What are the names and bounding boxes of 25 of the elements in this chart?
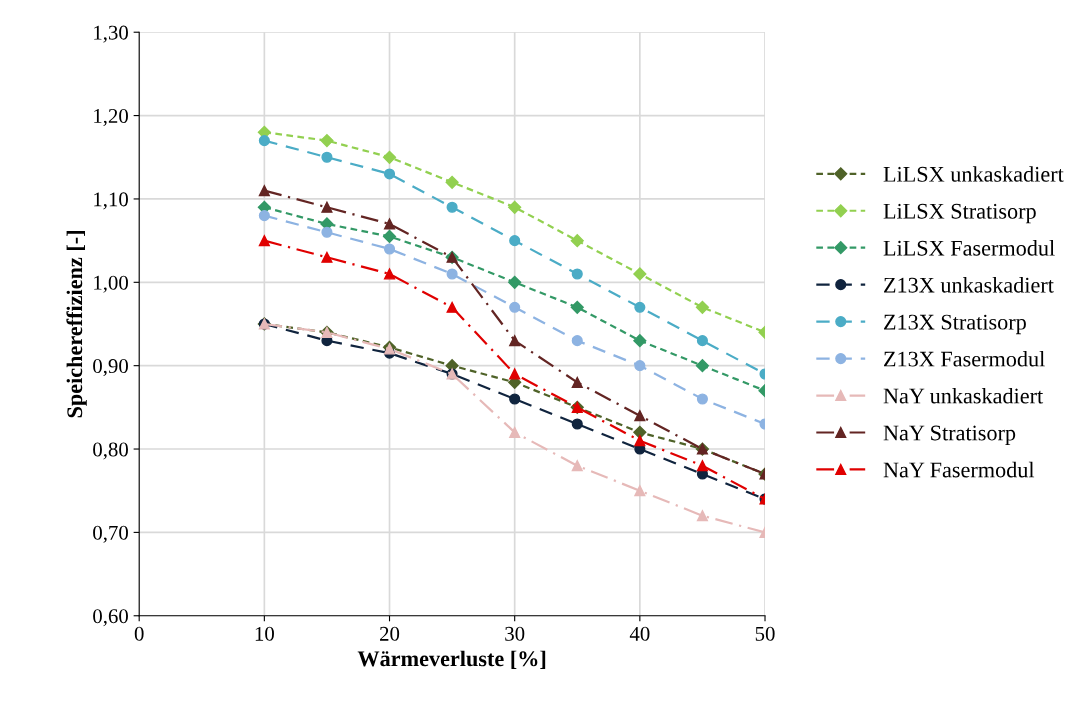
x-tick-label: 0 bbox=[134, 626, 144, 641]
x-tick-label: 20 bbox=[380, 626, 400, 641]
y-tick-label: 1,30 bbox=[94, 25, 128, 43]
y-tick-label: 1,10 bbox=[94, 192, 128, 210]
legend-label: NaY Fasermodul bbox=[883, 461, 1035, 478]
legend-label: Z13X unkaskadiert bbox=[884, 277, 1054, 293]
x-tick-label: 30 bbox=[505, 626, 525, 641]
x-tick-label: 40 bbox=[629, 626, 650, 641]
legend-label: NaY unkaskadiert bbox=[883, 387, 1044, 404]
legend-label: LiLSX Fasermodul bbox=[883, 240, 1055, 256]
legend-label: LiLSX unkaskadiert bbox=[883, 166, 1064, 182]
y-tick-label: 1,20 bbox=[94, 108, 128, 127]
y-tick-label: 1,00 bbox=[94, 275, 128, 293]
legend-label: Z13X Stratisorp bbox=[884, 314, 1026, 335]
x-tick-label: 10 bbox=[255, 626, 274, 641]
y-tick-label: 0,80 bbox=[93, 442, 128, 460]
legend-label: LiLSX Stratisorp bbox=[883, 203, 1036, 224]
x-tick-label: 50 bbox=[755, 626, 775, 641]
x-axis-title: Wärmeverluste [%] bbox=[357, 650, 546, 670]
legend-label: Z13X Fasermodul bbox=[884, 350, 1045, 367]
y-tick-label: 0,60 bbox=[93, 609, 128, 627]
y-tick-label: 0,90 bbox=[93, 359, 128, 377]
y-axis-title: Speichereffizienz [-] bbox=[66, 231, 87, 418]
y-tick-label: 0,70 bbox=[93, 525, 128, 543]
legend-label: NaY Stratisorp bbox=[883, 425, 1016, 445]
